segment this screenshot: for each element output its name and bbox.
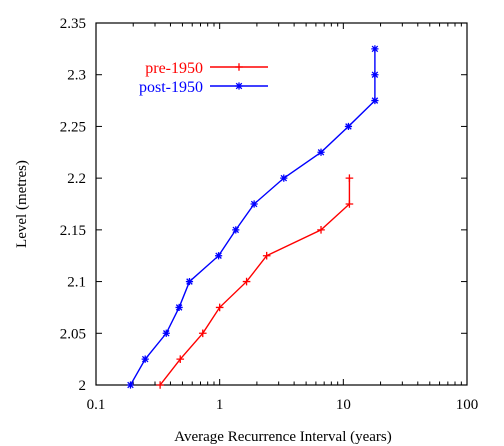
- data-point-pre-1950: [345, 200, 354, 208]
- data-point-post-1950: [162, 329, 170, 337]
- x-axis-title: Average Recurrence Interval (years): [174, 429, 392, 445]
- legend-marker-pre-1950: [235, 63, 243, 71]
- y-axis-title: Level (metres): [14, 160, 30, 248]
- data-point-post-1950: [126, 381, 135, 389]
- x-tick-label: 100: [456, 397, 479, 413]
- data-point-post-1950: [344, 122, 353, 131]
- x-tick-label: 1: [216, 397, 224, 413]
- data-point-post-1950: [371, 96, 379, 105]
- y-tick-label: 2.1: [67, 275, 86, 291]
- plot-frame: [95, 22, 468, 386]
- data-point-pre-1950: [198, 329, 207, 338]
- y-tick-label: 2.15: [60, 223, 86, 239]
- data-point-post-1950: [371, 71, 379, 79]
- data-point-pre-1950: [176, 355, 185, 363]
- y-tick-label: 2.2: [67, 171, 86, 187]
- data-point-post-1950: [232, 226, 240, 234]
- y-tick-label: 2.3: [67, 68, 86, 84]
- legend-label-post-1950: post-1950: [139, 79, 203, 96]
- data-point-post-1950: [317, 148, 325, 156]
- y-tick-label: 2.05: [60, 326, 86, 342]
- y-tick-label: 2.25: [60, 119, 86, 135]
- series-line-post-1950: [129, 48, 376, 386]
- data-point-post-1950: [371, 45, 379, 53]
- data-point-post-1950: [280, 174, 288, 182]
- legend-marker-post-1950: [235, 82, 243, 90]
- data-point-pre-1950: [156, 381, 164, 389]
- data-point-pre-1950: [242, 277, 251, 286]
- data-point-post-1950: [141, 355, 149, 363]
- y-tick-label: 2: [79, 378, 87, 394]
- legend-label-pre-1950: pre-1950: [145, 60, 203, 77]
- x-tick-label: 10: [336, 397, 351, 413]
- data-point-pre-1950: [317, 226, 325, 234]
- x-tick-label: 0.1: [87, 397, 106, 413]
- data-point-pre-1950: [262, 251, 271, 260]
- data-point-post-1950: [185, 277, 194, 286]
- data-point-post-1950: [175, 303, 183, 312]
- data-point-pre-1950: [215, 303, 224, 312]
- data-point-post-1950: [214, 252, 223, 260]
- data-point-pre-1950: [345, 174, 354, 182]
- y-tick-label: 2.35: [60, 16, 86, 32]
- data-point-post-1950: [250, 200, 258, 208]
